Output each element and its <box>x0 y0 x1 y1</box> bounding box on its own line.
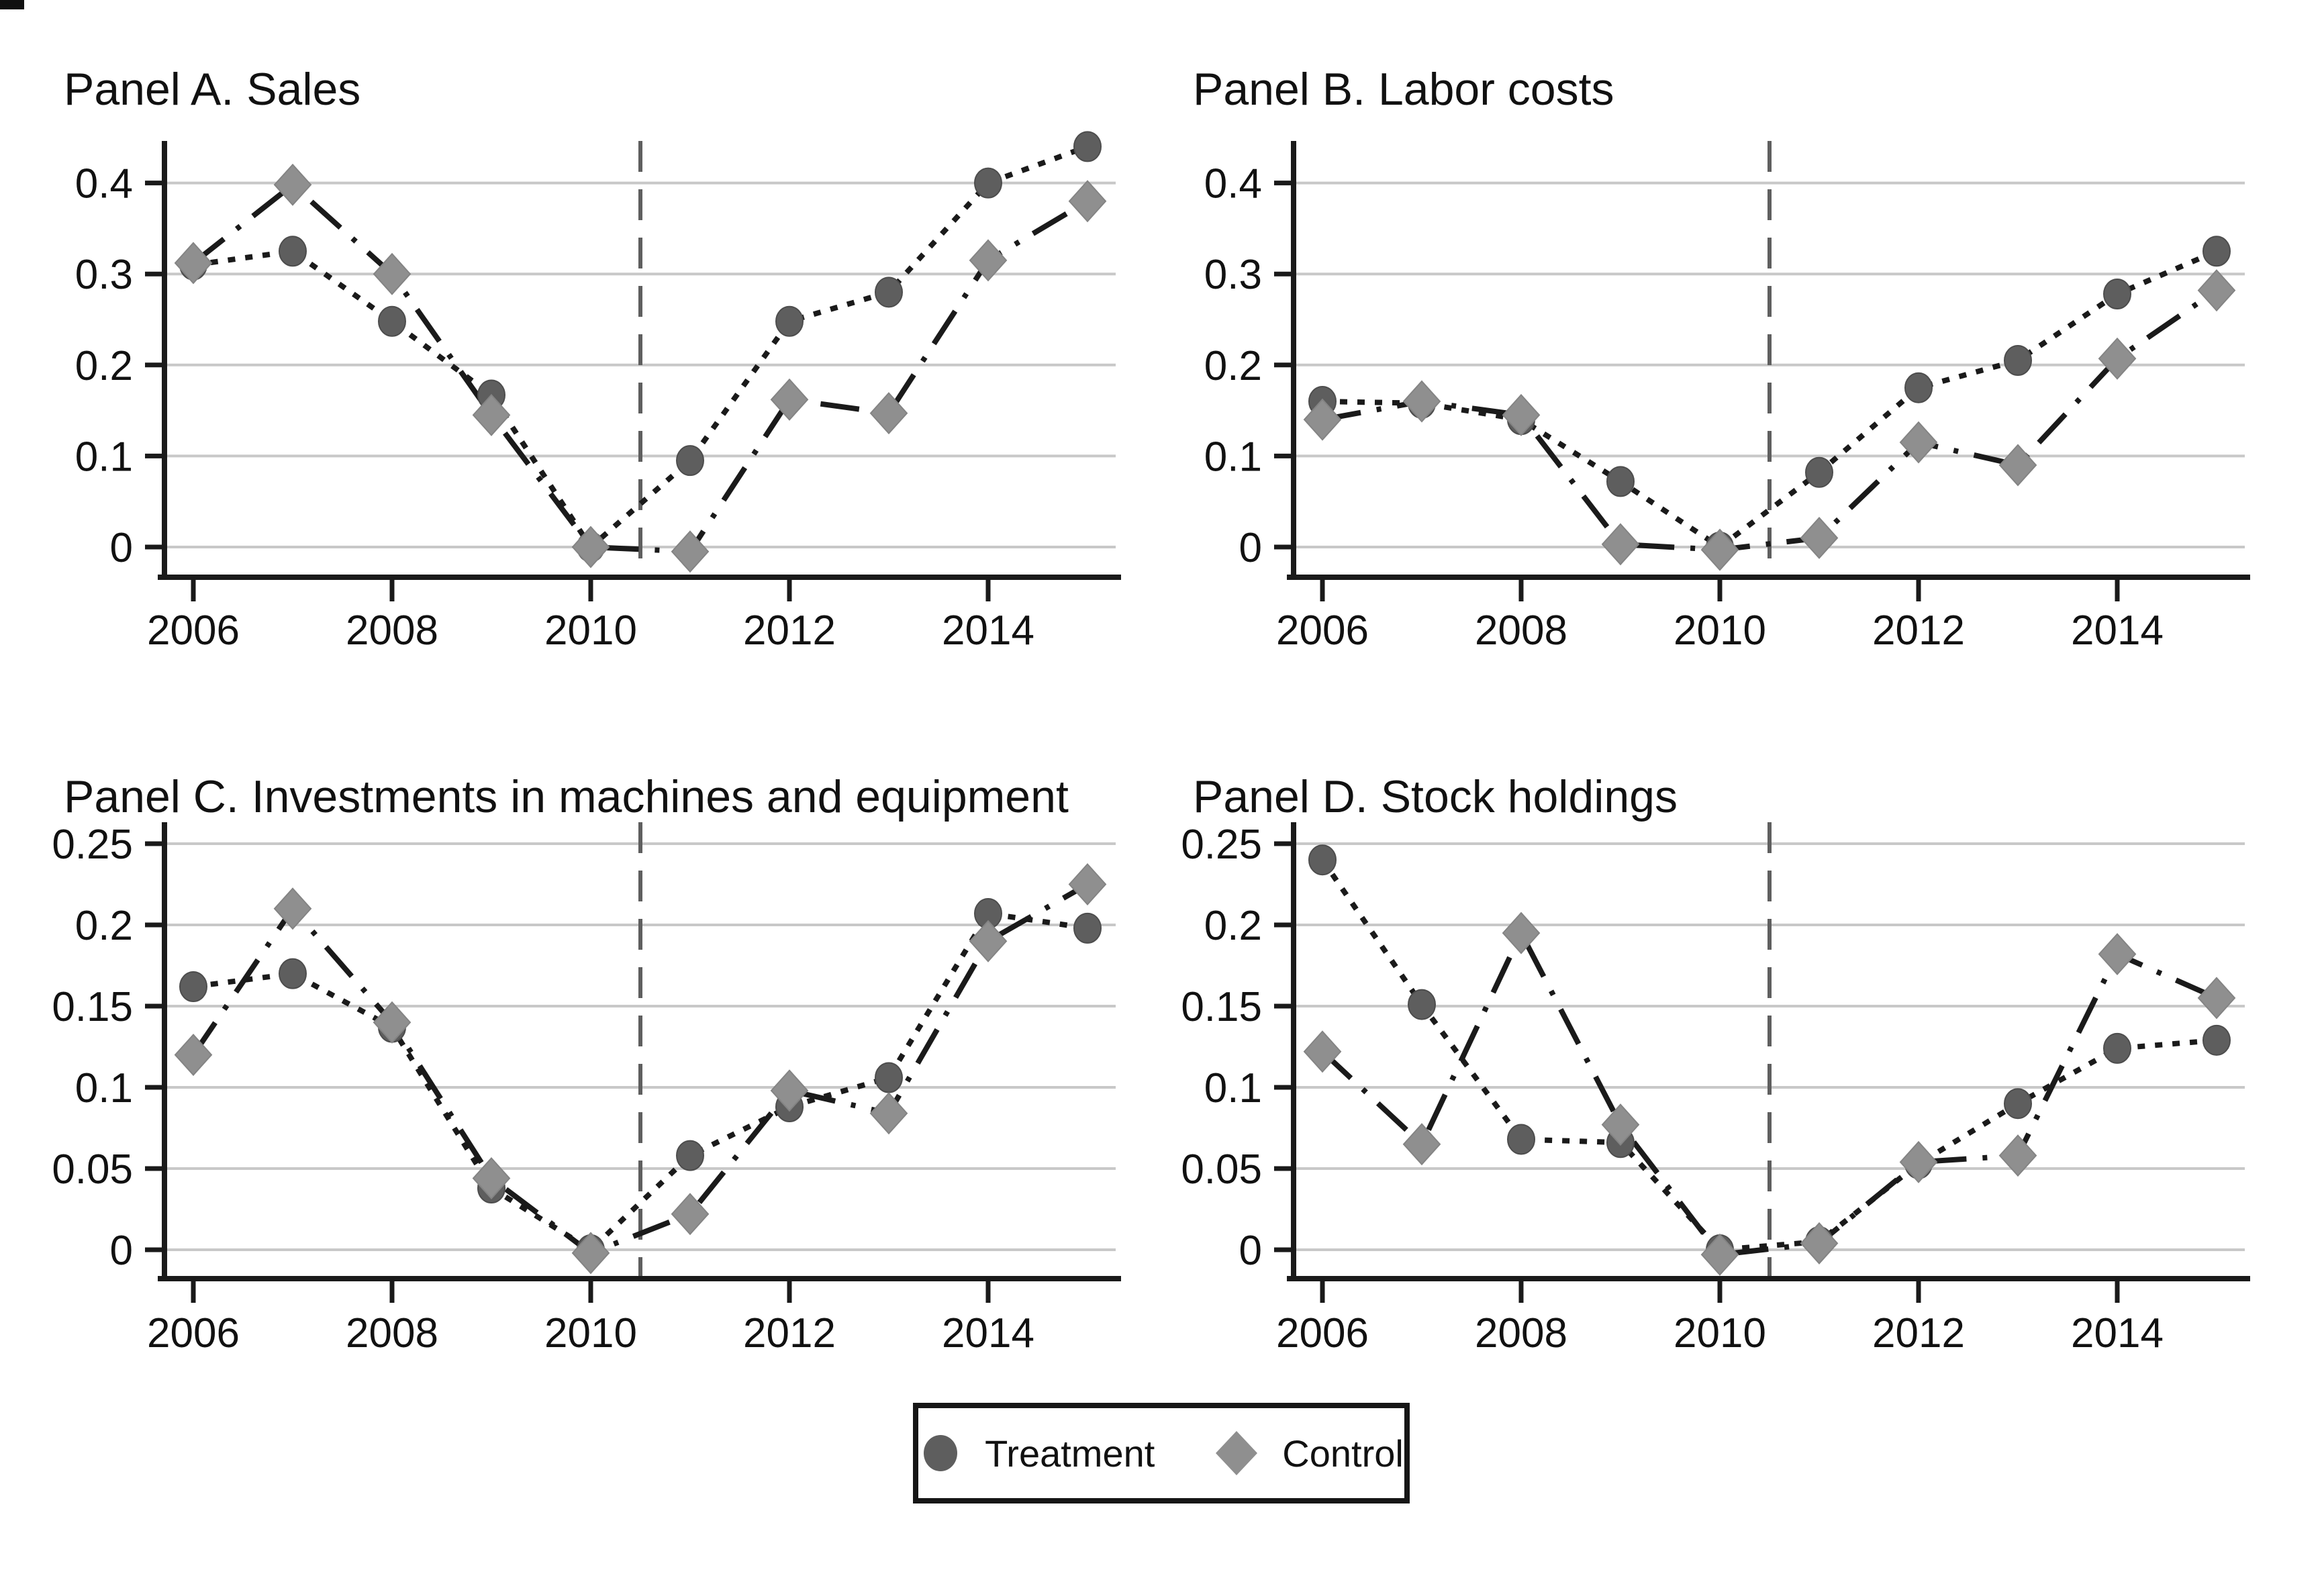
x-tick-label: 2006 <box>147 1310 240 1356</box>
series-line-control <box>191 181 1090 554</box>
y-axis-ticks: 0 0.1 0.2 0.3 0.4 <box>75 161 163 571</box>
x-tick-label: 2014 <box>942 1310 1034 1356</box>
y-tick-label: 0 <box>1239 1228 1262 1274</box>
series-line-control <box>191 882 1089 1256</box>
x-tick-label: 2012 <box>743 607 836 654</box>
legend-item-treatment: Treatment <box>919 1432 1155 1475</box>
y-tick-label: 0.1 <box>1204 1065 1262 1112</box>
y-tick-label: 0.05 <box>1181 1146 1262 1193</box>
x-axis-ticks: 2006 2008 2010 2012 2014 <box>1276 1281 2164 1356</box>
series-line-control <box>1320 927 2218 1258</box>
y-tick-label: 0.1 <box>75 434 133 480</box>
y-tick-label: 0.1 <box>1204 434 1262 480</box>
series-markers-control <box>1303 269 2236 571</box>
scan-artifact <box>0 0 24 9</box>
panel-d-title: Panel D. Stock holdings <box>1193 771 1678 822</box>
x-tick-label: 2014 <box>2071 607 2164 654</box>
y-axis-ticks: 0 0.05 0.1 0.15 0.2 0.25 <box>52 822 163 1274</box>
legend: Treatment Control <box>913 1403 1410 1503</box>
series-markers-control <box>174 163 1107 573</box>
panel-b-title: Panel B. Labor costs <box>1193 64 1614 115</box>
y-tick-label: 0 <box>110 525 133 571</box>
panel-d-plot: 0 0.05 0.1 0.15 0.2 0.25 2006 2008 2010 2012 2014 <box>1181 822 2250 1356</box>
y-tick-label: 0.15 <box>1181 984 1262 1030</box>
panel-b-plot: 0 0.1 0.2 0.3 0.4 2006 2008 2010 2012 2014 <box>1204 141 2250 654</box>
y-tick-label: 0.2 <box>75 903 133 949</box>
legend-label-control: Control <box>1282 1432 1404 1475</box>
axes <box>1287 141 2250 580</box>
control-marker-icon <box>1216 1431 1258 1475</box>
x-tick-label: 2014 <box>2071 1310 2164 1356</box>
y-tick-label: 0.2 <box>75 343 133 389</box>
x-tick-label: 2010 <box>1674 1310 1766 1356</box>
x-axis-ticks: 2006 2008 2010 2012 2014 <box>147 580 1034 654</box>
series-line-control <box>1322 288 2219 553</box>
y-tick-label: 0.4 <box>75 161 133 207</box>
series-line-treatment <box>193 144 1089 552</box>
y-tick-label: 0.2 <box>1204 343 1262 389</box>
x-tick-label: 2008 <box>1475 1310 1567 1356</box>
series-markers-control <box>1303 911 2236 1276</box>
axes <box>1287 822 2250 1281</box>
x-tick-label: 2014 <box>942 607 1034 654</box>
x-tick-label: 2008 <box>346 607 438 654</box>
x-tick-label: 2010 <box>544 1310 637 1356</box>
x-axis-ticks: 2006 2008 2010 2012 2014 <box>147 1281 1034 1356</box>
y-tick-label: 0.15 <box>52 984 133 1030</box>
y-tick-label: 0.3 <box>1204 252 1262 298</box>
x-tick-label: 2010 <box>1674 607 1766 654</box>
x-tick-label: 2006 <box>1276 607 1369 654</box>
axes <box>158 141 1121 580</box>
x-tick-label: 2008 <box>346 1310 438 1356</box>
x-tick-label: 2012 <box>743 1310 836 1356</box>
y-tick-label: 0.4 <box>1204 161 1262 207</box>
x-axis-ticks: 2006 2008 2010 2012 2014 <box>1276 580 2164 654</box>
y-tick-label: 0.25 <box>1181 822 1262 868</box>
x-tick-label: 2012 <box>1872 1310 1965 1356</box>
y-tick-label: 0.25 <box>52 822 133 868</box>
panel-c-title: Panel C. Investments in machines and equ… <box>64 771 1069 822</box>
legend-label-treatment: Treatment <box>985 1432 1155 1475</box>
x-tick-label: 2010 <box>544 607 637 654</box>
series-markers-treatment <box>1308 844 2231 1265</box>
panel-c-plot: 0 0.05 0.1 0.15 0.2 0.25 2006 2008 2010 2012 2014 <box>52 822 1121 1356</box>
y-axis-ticks: 0 0.05 0.1 0.15 0.2 0.25 <box>1181 822 1292 1274</box>
x-tick-label: 2008 <box>1475 607 1567 654</box>
y-tick-label: 0.1 <box>75 1065 133 1112</box>
x-tick-label: 2012 <box>1872 607 1965 654</box>
y-tick-label: 0 <box>1239 525 1262 571</box>
y-tick-label: 0.05 <box>52 1146 133 1193</box>
axes <box>158 822 1121 1281</box>
y-tick-label: 0.2 <box>1204 903 1262 949</box>
treatment-marker-icon <box>924 1435 958 1471</box>
x-tick-label: 2006 <box>147 607 240 654</box>
y-tick-label: 0.3 <box>75 252 133 298</box>
series-line-treatment <box>193 910 1088 1254</box>
panel-a-plot: 0 0.1 0.2 0.3 0.4 2006 2008 2010 2012 2014 <box>75 131 1121 654</box>
series-markers-control <box>174 863 1107 1275</box>
x-tick-label: 2006 <box>1276 1310 1369 1356</box>
y-axis-ticks: 0 0.1 0.2 0.3 0.4 <box>1204 161 1292 571</box>
panel-a-title: Panel A. Sales <box>64 64 361 115</box>
legend-item-control: Control <box>1214 1429 1404 1477</box>
y-tick-label: 0 <box>110 1228 133 1274</box>
